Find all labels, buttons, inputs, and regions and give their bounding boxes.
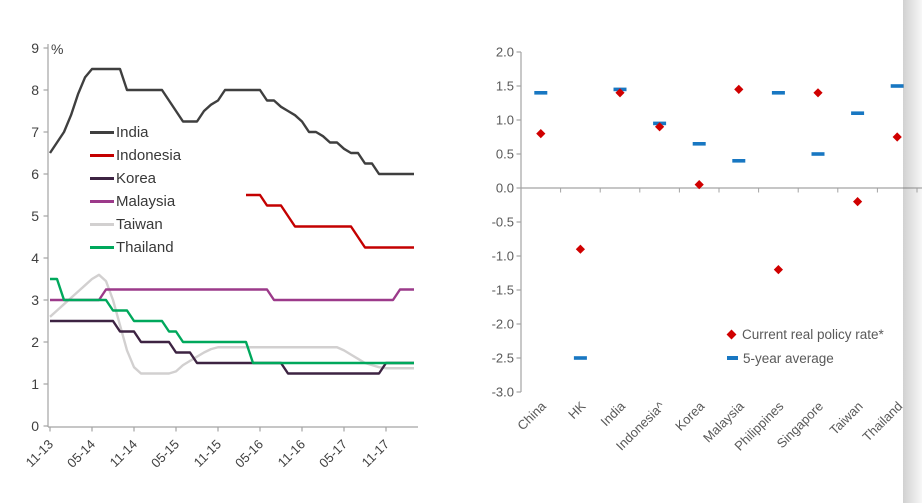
marker-diamond-thailand xyxy=(892,132,902,142)
series-line-taiwan xyxy=(49,273,414,375)
x-tick-label: 11-14 xyxy=(107,437,140,470)
legend-item-indonesia: Indonesia xyxy=(90,144,181,167)
india-line-swatch xyxy=(90,131,114,134)
taiwan-line-swatch xyxy=(90,223,114,226)
legend-label-taiwan: Taiwan xyxy=(116,216,163,233)
legend-label-malaysia: Malaysia xyxy=(116,193,176,210)
legend-item-india: India xyxy=(90,121,181,144)
y-tick-label: -2.5 xyxy=(492,351,514,366)
y-tick-label: 6 xyxy=(31,166,39,182)
right-chart-legend: Current real policy rate* 5-year average xyxy=(726,322,884,370)
legend-item-malaysia: Malaysia xyxy=(90,190,181,213)
legend-label-indonesia: Indonesia xyxy=(116,147,182,164)
category-label-thailand: Thailand xyxy=(859,399,905,445)
y-tick-label: 0.5 xyxy=(496,147,514,162)
marker-dash-taiwan xyxy=(851,111,865,115)
policy-rates-line-chart: 9 8 7 6 5 4 3 2 1 0 11-13 05-14 11-14 05-15 11-15 05-16… xyxy=(23,40,418,471)
x-tick-label: 05-17 xyxy=(316,437,350,471)
legend-label-thailand: Thailand xyxy=(116,239,174,256)
marker-diamond-china xyxy=(536,129,546,139)
y-tick-label: 1 xyxy=(31,376,39,392)
x-tick-label: 11-13 xyxy=(23,437,56,470)
category-label-india: India xyxy=(598,398,629,429)
legend-item-taiwan: Taiwan xyxy=(90,213,181,236)
y-tick-label: 2.0 xyxy=(496,45,514,60)
y-tick-label: 7 xyxy=(31,124,39,140)
y-tick-label: 1.5 xyxy=(496,79,514,94)
marker-dash-thailand xyxy=(890,84,904,88)
y-tick-label: 5 xyxy=(31,208,39,224)
category-label-taiwan: Taiwan xyxy=(826,399,865,438)
malaysia-line-swatch xyxy=(90,200,114,203)
x-tick-label: 11-15 xyxy=(191,437,224,470)
y-tick-label: 1.0 xyxy=(496,113,514,128)
x-tick-label: 11-17 xyxy=(359,437,392,470)
y-tick-label: 8 xyxy=(31,82,39,98)
series-line-thailand xyxy=(50,277,414,365)
marker-dash-hk xyxy=(573,356,587,360)
red-diamond-marker-icon xyxy=(726,329,737,339)
thailand-line-swatch xyxy=(90,246,114,249)
page-edge-strip xyxy=(903,0,922,503)
category-label-china: China xyxy=(514,398,549,433)
series-line-korea xyxy=(50,319,414,375)
marker-diamond-hk xyxy=(575,244,585,254)
y-tick-label: 2 xyxy=(31,334,39,350)
indonesia-line-swatch xyxy=(90,154,114,157)
y-tick-label: -3.0 xyxy=(492,385,514,400)
legend-item-korea: Korea xyxy=(90,167,181,190)
marker-dash-philippines xyxy=(771,91,785,95)
korea-line-swatch xyxy=(90,177,114,180)
category-label-hk: HK xyxy=(565,398,589,422)
series-line-malaysia xyxy=(50,288,414,302)
series-line-india xyxy=(49,67,414,176)
x-tick-label: 11-16 xyxy=(275,437,308,470)
y-tick-label: -1.0 xyxy=(492,249,514,264)
left-chart-unit-label: % xyxy=(51,41,64,57)
left-chart-legend: India Indonesia Korea Malaysia Taiwan Th… xyxy=(90,121,181,259)
y-tick-label: -1.5 xyxy=(492,283,514,298)
marker-diamond-taiwan xyxy=(853,197,863,207)
marker-dash-korea xyxy=(692,142,706,146)
x-tick-label: 05-15 xyxy=(148,437,182,471)
legend-label-current-real-policy-rate: Current real policy rate* xyxy=(742,326,884,342)
y-tick-label: -0.5 xyxy=(492,215,514,230)
marker-diamond-singapore xyxy=(813,88,823,98)
y-tick-label: 0.0 xyxy=(496,181,514,196)
marker-diamond-malaysia xyxy=(734,84,744,94)
legend-label-india: India xyxy=(116,124,149,141)
category-label-korea: Korea xyxy=(672,398,708,434)
y-tick-label: 0 xyxy=(31,418,39,434)
x-tick-label: 05-16 xyxy=(232,437,266,471)
legend-label-5-year-average: 5-year average xyxy=(743,350,834,366)
marker-diamond-korea xyxy=(694,180,704,190)
marker-diamond-philippines xyxy=(773,265,783,275)
y-tick-label: -2.0 xyxy=(492,317,514,332)
marker-dash-china xyxy=(534,91,548,95)
legend-label-korea: Korea xyxy=(116,170,157,187)
y-tick-label: 4 xyxy=(31,250,39,266)
x-tick-label: 05-14 xyxy=(64,437,98,471)
blue-dash-marker-icon xyxy=(727,356,738,360)
series-line-indonesia xyxy=(246,193,414,249)
real-policy-rate-scatter-chart: 2.01.51.00.50.0-0.5-1.0-1.5-2.0-2.5-3.0C… xyxy=(492,45,922,454)
legend-item-current-real-policy-rate: Current real policy rate* xyxy=(726,322,884,346)
y-tick-label: 3 xyxy=(31,292,39,308)
marker-dash-singapore xyxy=(811,152,825,156)
legend-item-thailand: Thailand xyxy=(90,236,181,259)
marker-dash-malaysia xyxy=(732,159,746,163)
legend-item-5-year-average: 5-year average xyxy=(727,346,884,370)
marker-diamond-india xyxy=(615,88,625,98)
y-tick-label: 9 xyxy=(31,40,39,56)
